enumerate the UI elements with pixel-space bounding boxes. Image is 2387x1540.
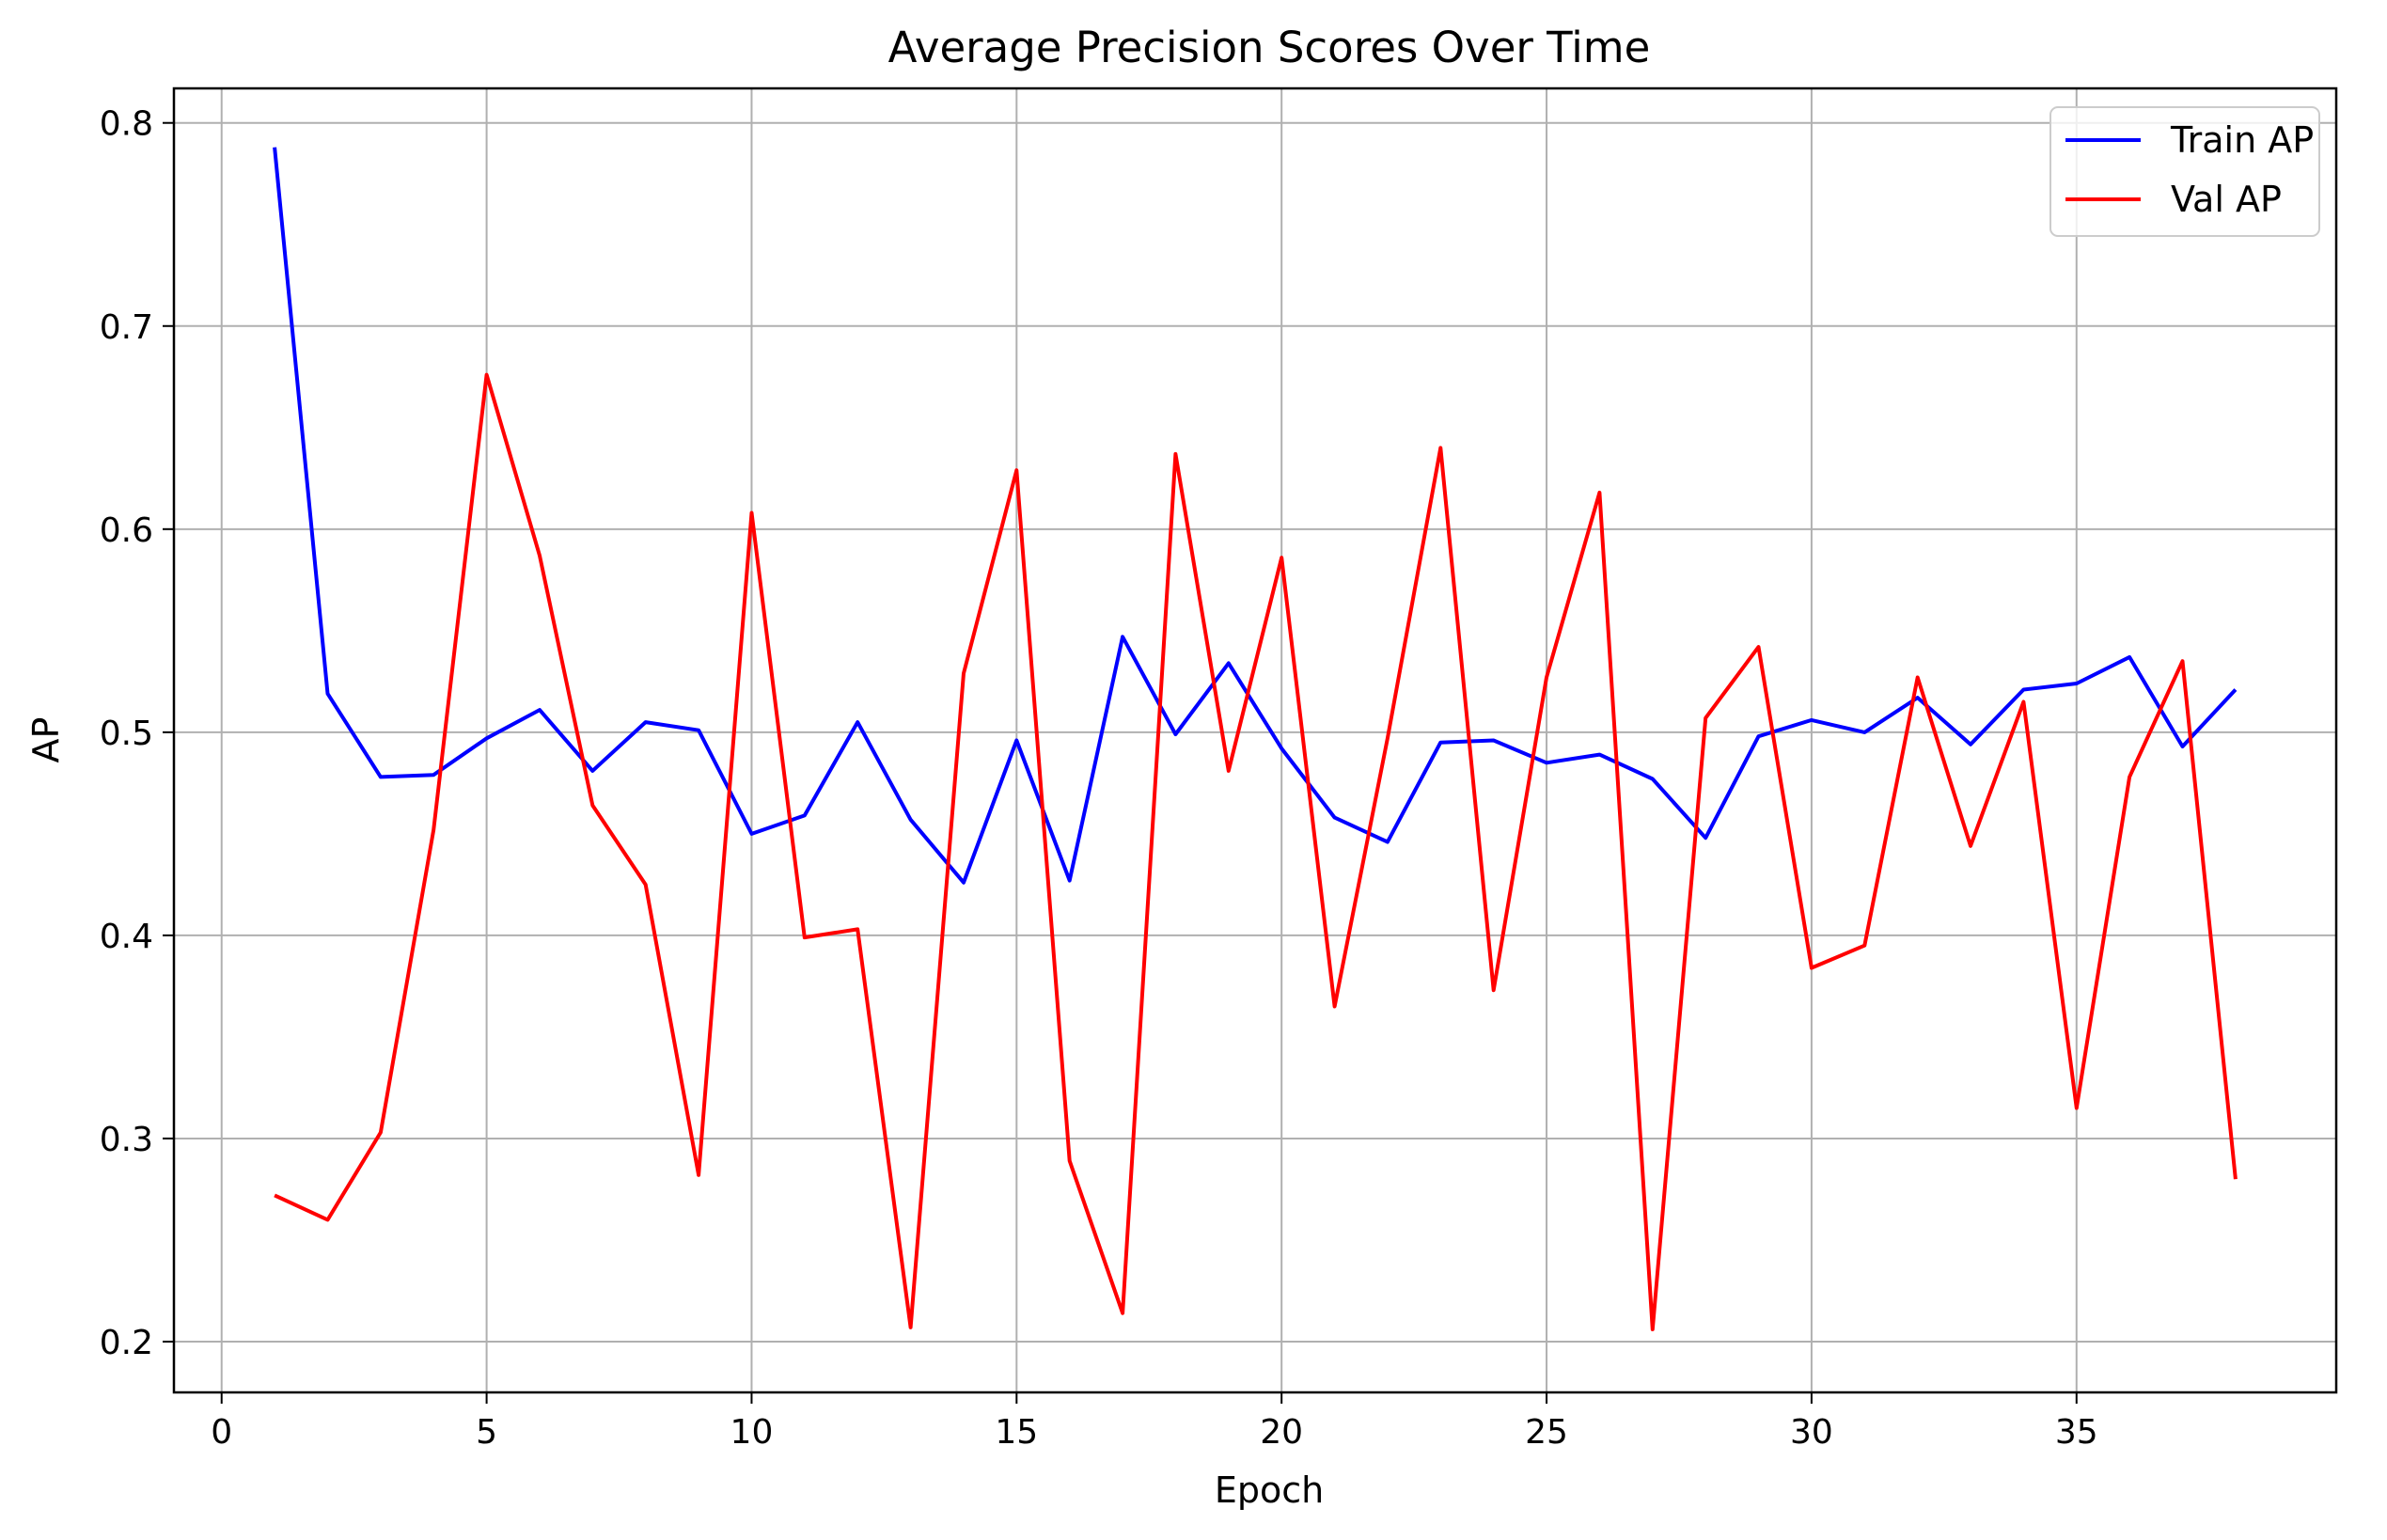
- legend-label-val-ap: Val AP: [2171, 179, 2282, 220]
- axis-ticks: 0 5 10 15 20 25 30 35 0.2 0.3 0.4 0.5 0.6 0.7 0.8: [100, 105, 2098, 1452]
- series-line-train-ap: [273, 147, 2238, 885]
- x-tick-label: 30: [1790, 1413, 1833, 1452]
- y-tick-label: 0.8: [100, 105, 153, 144]
- x-axis-title: Epoch: [1215, 1469, 1324, 1511]
- x-tick-label: 25: [1525, 1413, 1568, 1452]
- y-tick-label: 0.5: [100, 715, 153, 753]
- x-tick-label: 0: [211, 1413, 232, 1452]
- x-tick-label: 20: [1260, 1413, 1303, 1452]
- y-axis-title: AP: [25, 717, 67, 763]
- chart-title: Average Precision Scores Over Time: [888, 23, 1651, 72]
- legend: Train AP Val AP: [2049, 106, 2320, 237]
- plot-area: [174, 88, 2336, 1392]
- x-tick-label: 15: [995, 1413, 1038, 1452]
- x-tick-label: 5: [476, 1413, 497, 1452]
- y-tick-label: 0.3: [100, 1121, 153, 1159]
- y-tick-label: 0.2: [100, 1324, 153, 1362]
- y-tick-label: 0.7: [100, 308, 153, 347]
- y-tick-label: 0.4: [100, 918, 153, 956]
- x-tick-label: 10: [730, 1413, 774, 1452]
- x-tick-label: 35: [2055, 1413, 2098, 1452]
- gridlines: [174, 88, 2336, 1392]
- plot-frame: [172, 86, 2338, 1394]
- legend-label-train-ap: Train AP: [2170, 119, 2314, 161]
- series-line-val-ap: [274, 372, 2238, 1331]
- y-tick-label: 0.6: [100, 511, 153, 550]
- series-lines: [273, 147, 2238, 1331]
